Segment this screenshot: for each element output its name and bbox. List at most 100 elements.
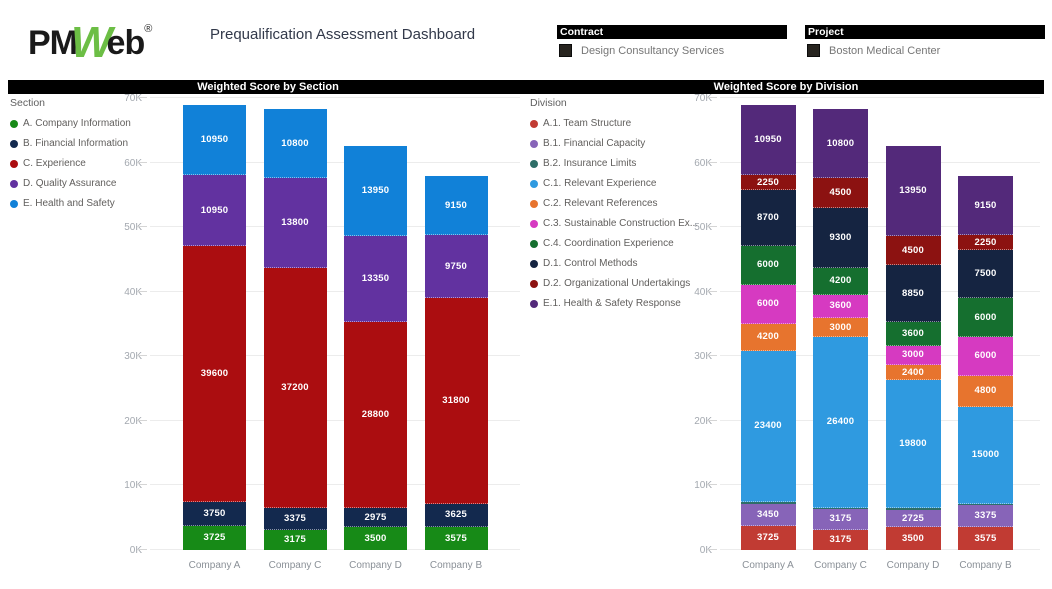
bar-segment[interactable]: 28800	[344, 322, 407, 509]
bar-segment[interactable]	[958, 503, 1013, 506]
bar-segment[interactable]: 3625	[424, 503, 488, 527]
bar-segment[interactable]: 4200	[740, 323, 796, 351]
legend-item[interactable]: B. Financial Information	[10, 138, 131, 149]
bar-segment[interactable]: 10800	[813, 108, 868, 179]
bar-segment[interactable]: 3600	[885, 322, 941, 346]
bar-segment[interactable]: 3175	[813, 509, 868, 530]
bar-segment[interactable]: 10950	[183, 175, 246, 247]
data-label: 4500	[902, 244, 924, 256]
y-axis-tick-label: 20K	[124, 415, 142, 427]
data-label: 2975	[364, 511, 387, 523]
tick-mark	[137, 419, 147, 421]
bar-segment[interactable]: 15000	[958, 406, 1013, 504]
bar-segment[interactable]: 2975	[344, 508, 407, 528]
bar-segment[interactable]: 3000	[813, 317, 868, 338]
bar-segment[interactable]: 13350	[344, 236, 407, 323]
bar-segment[interactable]	[813, 507, 868, 509]
data-label: 3725	[757, 532, 779, 544]
bar-segment[interactable]: 6000	[740, 284, 796, 324]
bar-segment[interactable]: 4200	[813, 267, 868, 295]
bar-segment[interactable]: 10800	[263, 108, 327, 179]
bar-segment[interactable]: 19800	[885, 380, 941, 509]
stacked-bar-company-d: 3500 2725 19800 2400 3000 3600 8850 4500 13950	[885, 146, 941, 550]
bar-segment[interactable]: 8850	[885, 265, 941, 323]
legend-item[interactable]: E. Health and Safety	[10, 198, 131, 209]
bar-segment[interactable]: 3725	[740, 525, 796, 550]
bar-segment[interactable]: 6000	[958, 298, 1013, 337]
bar-segment[interactable]: 9150	[958, 176, 1013, 236]
bar-segment[interactable]: 9750	[424, 235, 488, 299]
y-axis-tick-label: 40K	[694, 286, 712, 298]
bar-segment[interactable]: 6000	[958, 336, 1013, 376]
division-chart-panel: Weighted Score by Division Division A.1.…	[528, 80, 1044, 582]
bar-segment[interactable]: 4500	[813, 178, 868, 208]
checkbox-checked-icon[interactable]	[807, 44, 820, 57]
bar-segment[interactable]	[740, 501, 796, 504]
bar-segment[interactable]: 3000	[885, 345, 941, 365]
bar-segment[interactable]: 37200	[263, 267, 327, 508]
bar-segment[interactable]: 2725	[885, 509, 941, 528]
bar-segment[interactable]: 3375	[263, 507, 327, 530]
bar-segment[interactable]: 3175	[263, 529, 327, 550]
bar-segment[interactable]: 8700	[740, 189, 796, 247]
bar-segment[interactable]: 9300	[813, 207, 868, 268]
bar-segment[interactable]: 3175	[813, 529, 868, 550]
bar-segment[interactable]: 13950	[885, 146, 941, 237]
legend-item[interactable]: C.3. Sustainable Construction Ex...	[530, 218, 698, 229]
bar-segment[interactable]: 3750	[183, 501, 246, 526]
bar-segment[interactable]: 3450	[740, 503, 796, 526]
legend-item[interactable]: D.2. Organizational Undertakings	[530, 278, 698, 289]
gridline	[150, 226, 520, 228]
bar-segment[interactable]: 3725	[183, 525, 246, 550]
contract-slicer-item[interactable]: Design Consultancy Services	[557, 44, 787, 57]
data-label: 7500	[974, 268, 997, 280]
checkbox-checked-icon[interactable]	[559, 44, 572, 57]
bar-segment[interactable]: 4500	[885, 236, 941, 266]
bar-segment[interactable]: 13950	[344, 146, 407, 237]
bar-segment[interactable]: 9150	[424, 176, 488, 236]
bar-segment[interactable]: 3575	[958, 526, 1013, 550]
legend-item[interactable]: D. Quality Assurance	[10, 178, 131, 189]
legend-item[interactable]: C. Experience	[10, 158, 131, 169]
bar-segment[interactable]	[885, 508, 941, 510]
bar-segment[interactable]: 3375	[958, 505, 1013, 527]
bar-segment[interactable]: 6000	[740, 246, 796, 285]
project-slicer-item-label: Boston Medical Center	[829, 44, 941, 57]
bar-segment[interactable]: 2400	[885, 364, 941, 381]
y-axis-tick-label: 60K	[124, 157, 142, 169]
legend-item[interactable]: E.1. Health & Safety Response	[530, 298, 698, 309]
gridline	[720, 549, 1040, 550]
legend-dot-icon	[530, 139, 538, 148]
bar-segment[interactable]: 3600	[813, 294, 868, 318]
bar-segment[interactable]: 3500	[885, 527, 941, 550]
bar-segment[interactable]: 2250	[958, 235, 1013, 250]
bar-segment[interactable]: 10950	[183, 104, 246, 176]
data-label: 19800	[899, 438, 927, 450]
bar-segment[interactable]: 10950	[740, 104, 796, 176]
bar-segment[interactable]: 26400	[813, 337, 868, 508]
tick-mark	[707, 290, 717, 292]
legend-item[interactable]: A. Company Information	[10, 118, 131, 129]
legend-item[interactable]: C.1. Relevant Experience	[530, 178, 698, 189]
bar-segment[interactable]: 13800	[263, 178, 327, 268]
gridline	[720, 484, 1040, 486]
legend-item[interactable]: B.1. Financial Capacity	[530, 138, 698, 149]
bar-segment[interactable]: 39600	[183, 246, 246, 502]
legend-item[interactable]: D.1. Control Methods	[530, 258, 698, 269]
legend-item[interactable]: C.2. Relevant References	[530, 198, 698, 209]
registered-mark-icon: ®	[144, 23, 153, 35]
legend-item[interactable]: C.4. Coordination Experience	[530, 238, 698, 249]
project-slicer-item[interactable]: Boston Medical Center	[805, 44, 1045, 57]
division-legend: Division A.1. Team Structure B.1. Financi…	[530, 97, 698, 318]
bar-segment[interactable]: 31800	[424, 298, 488, 504]
bar-segment[interactable]: 4800	[958, 375, 1013, 407]
bar-segment[interactable]: 23400	[740, 350, 796, 502]
bar-segment[interactable]: 7500	[958, 249, 1013, 299]
legend-item[interactable]: B.2. Insurance Limits	[530, 158, 698, 169]
bar-segment[interactable]: 3500	[344, 527, 407, 550]
bar-segment[interactable]: 3575	[424, 526, 488, 550]
bar-segment[interactable]: 2250	[740, 175, 796, 190]
data-label: 13950	[361, 185, 390, 197]
section-chart-panel: Weighted Score by Section Section A. Com…	[8, 80, 528, 582]
legend-item[interactable]: A.1. Team Structure	[530, 118, 698, 129]
